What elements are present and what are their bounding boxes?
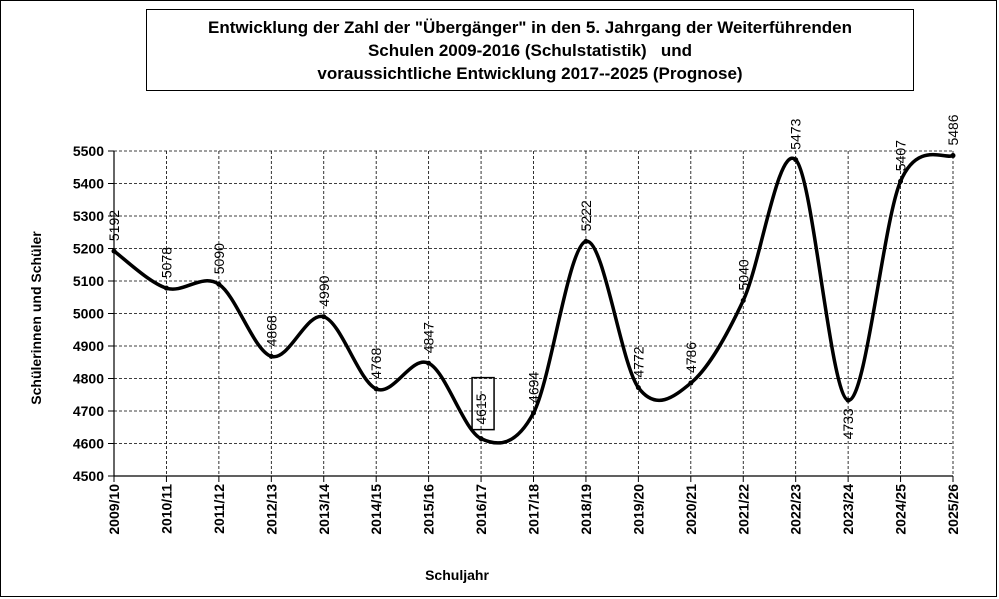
data-point — [268, 353, 274, 359]
series-line-path — [112, 152, 954, 445]
y-axis-title: Schülerinnen und Schüler — [28, 231, 44, 405]
chart-title-line-2: Schulen 2009-2016 (Schulstatistik) und — [367, 40, 693, 60]
data-label: 4615 — [473, 393, 489, 424]
data-point — [216, 281, 222, 287]
x-tick-label: 2015/16 — [421, 484, 437, 535]
data-point — [950, 153, 956, 159]
x-axis-title: Schuljahr — [425, 567, 489, 583]
x-tick-label: 2019/20 — [630, 484, 646, 535]
x-tick-label: 2010/11 — [158, 484, 174, 534]
data-label: 4868 — [263, 315, 279, 346]
data-label: 4786 — [683, 342, 699, 373]
data-point — [163, 285, 169, 291]
y-tick-label: 5500 — [73, 143, 104, 159]
data-label: 5040 — [735, 259, 751, 290]
data-point — [373, 386, 379, 392]
y-tick-label: 5400 — [73, 176, 104, 192]
x-tick-label: 2023/24 — [840, 484, 856, 535]
data-label: 4694 — [526, 372, 542, 403]
x-tick-labels: 2009/10 2010/11 2011/12 2012/13 2013/14 2014/… — [106, 484, 961, 535]
x-tick-label: 2018/19 — [578, 484, 594, 535]
data-label: 5222 — [578, 200, 594, 231]
data-label: 4733 — [840, 408, 856, 439]
chart-title-line-1: Entwicklung der Zahl der "Übergänger" in… — [208, 17, 852, 37]
data-point — [740, 298, 746, 303]
x-tick-label: 2017/18 — [526, 484, 542, 535]
data-point — [688, 380, 694, 386]
data-point — [635, 385, 641, 391]
series-line — [112, 152, 954, 445]
data-point — [793, 157, 799, 163]
y-tick-label: 5200 — [73, 241, 104, 257]
x-tick-label: 2014/15 — [368, 484, 384, 535]
x-tick-label: 2016/17 — [473, 484, 489, 535]
data-label: 4990 — [316, 275, 332, 306]
x-tick-label: 2024/25 — [893, 484, 909, 535]
data-point — [321, 314, 327, 320]
grid — [114, 150, 954, 476]
data-label: 4847 — [421, 322, 437, 353]
y-tick-label: 5300 — [73, 208, 104, 224]
chart-title: Entwicklung der Zahl der "Übergänger" in… — [146, 9, 914, 91]
y-tick-label: 4800 — [73, 371, 104, 387]
data-label: 5407 — [893, 140, 909, 171]
x-tick-label: 2009/10 — [106, 484, 122, 535]
y-tick-label: 4600 — [73, 436, 104, 452]
data-point — [531, 410, 536, 416]
data-label-box — [471, 376, 495, 431]
x-tick-label: 2013/14 — [316, 484, 332, 535]
y-tick-label: 4700 — [73, 403, 104, 419]
data-label: 4772 — [630, 346, 646, 377]
x-tick-label: 2021/22 — [735, 484, 751, 535]
y-tick-label: 5100 — [73, 273, 104, 289]
data-point — [845, 397, 851, 403]
data-label: 5192 — [106, 210, 122, 241]
y-tick-labels: 4500 4600 4700 4800 4900 5000 5100 5200 5300 5400… — [73, 143, 104, 484]
data-label: 4768 — [368, 348, 384, 379]
data-point — [426, 360, 432, 366]
axes — [108, 150, 954, 482]
x-tick-label: 2025/26 — [945, 484, 961, 535]
y-tick-label: 5000 — [73, 306, 104, 322]
x-tick-label: 2022/23 — [788, 484, 804, 535]
y-tick-label: 4500 — [73, 468, 104, 484]
data-label: 5090 — [211, 243, 227, 274]
data-labels: 5192 5078 5090 4868 4990 4768 4847 4615 4694 5222… — [106, 114, 961, 439]
data-label: 5078 — [158, 247, 174, 278]
data-label: 5486 — [945, 114, 961, 145]
x-tick-label: 2012/13 — [263, 484, 279, 535]
data-points — [111, 153, 956, 442]
data-label: 5473 — [788, 118, 804, 149]
data-point — [478, 436, 484, 442]
data-point — [583, 238, 589, 244]
x-tick-label: 2020/21 — [683, 484, 699, 535]
data-point — [111, 248, 117, 254]
y-tick-label: 4900 — [73, 338, 104, 354]
chart-title-line-3: voraussichtliche Entwicklung 2017--2025 … — [317, 63, 743, 83]
data-point — [898, 178, 904, 184]
x-tick-label: 2011/12 — [211, 484, 227, 534]
